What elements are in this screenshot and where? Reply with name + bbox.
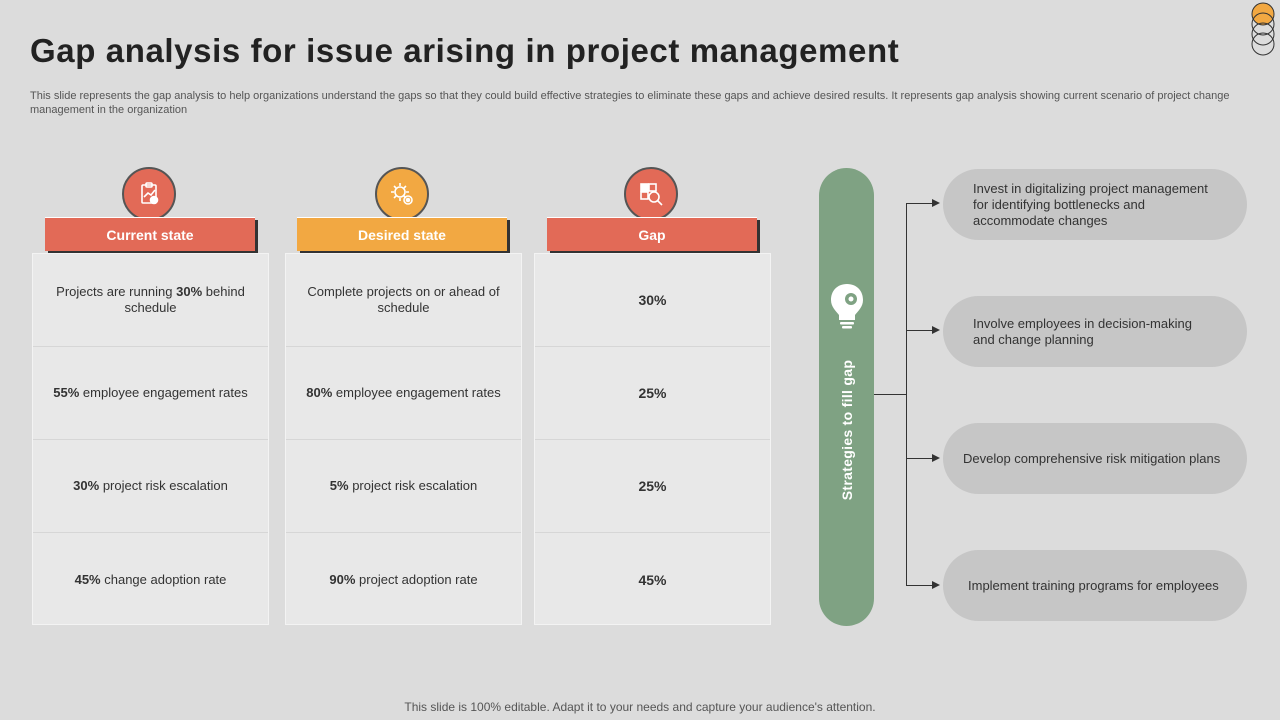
page-title: Gap analysis for issue arising in projec… (30, 32, 900, 69)
page-subtitle: This slide represents the gap analysis t… (30, 90, 1230, 116)
desired-state-cell: 80% employee engagement rates (286, 347, 521, 440)
current-state-cell: 55% employee engagement rates (33, 347, 268, 440)
current-state-header: Current state (45, 217, 255, 251)
gap-value: 25% (535, 440, 770, 533)
desired-state-column: Complete projects on or ahead of schedul… (285, 253, 522, 625)
connector-line (906, 203, 907, 586)
connector-line (906, 585, 934, 586)
gap-column: 30% 25% 25% 45% (534, 253, 771, 625)
strategy-item: Invest in digitalizing project managemen… (943, 169, 1247, 240)
desired-state-header: Desired state (297, 217, 507, 251)
desired-state-cell: 90% project adoption rate (329, 571, 478, 587)
current-state-cell: Projects are running 30% behind schedule (33, 254, 268, 347)
gap-value: 45% (638, 571, 667, 588)
gears-target-icon (375, 167, 429, 221)
footer-note: This slide is 100% editable. Adapt it to… (404, 700, 876, 714)
connector-line (906, 203, 934, 204)
strategies-label: Strategies to fill gap (839, 359, 855, 501)
strategies-pill (819, 168, 874, 626)
current-state-cell: 30% project risk escalation (33, 440, 268, 533)
strategy-item: Develop comprehensive risk mitigation pl… (943, 423, 1247, 494)
lightbulb-gear-icon (831, 284, 863, 329)
arrow-icon (932, 454, 940, 462)
decorative-circles-icon (1251, 2, 1275, 56)
current-state-cell: 45% change adoption rate (74, 571, 227, 587)
arrow-icon (932, 581, 940, 589)
strategy-item: Involve employees in decision-making and… (943, 296, 1247, 367)
report-icon (122, 167, 176, 221)
desired-state-cell: Complete projects on or ahead of schedul… (286, 254, 521, 347)
arrow-icon (932, 326, 940, 334)
connector-line (906, 330, 934, 331)
connector-line (906, 458, 934, 459)
desired-state-cell: 5% project risk escalation (286, 440, 521, 533)
puzzle-search-icon (624, 167, 678, 221)
arrow-icon (932, 199, 940, 207)
gap-value: 25% (535, 347, 770, 440)
connector-line (874, 394, 907, 395)
gap-header: Gap (547, 217, 757, 251)
strategy-item: Implement training programs for employee… (943, 550, 1247, 621)
gap-value: 30% (535, 254, 770, 347)
current-state-column: Projects are running 30% behind schedule… (32, 253, 269, 625)
